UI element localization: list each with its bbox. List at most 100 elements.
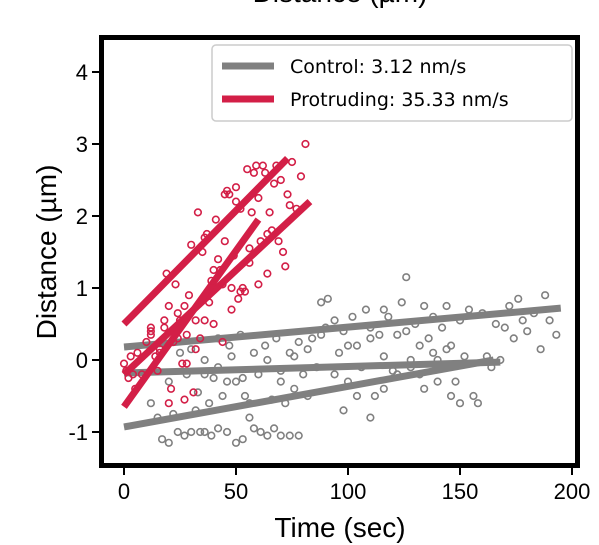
control-data-point xyxy=(529,309,539,318)
protruding-data-point xyxy=(220,237,229,246)
y-tick-label: 2 xyxy=(76,204,88,229)
control-data-point xyxy=(343,377,353,386)
protruding-data-point xyxy=(207,276,216,285)
control-data-point xyxy=(267,395,276,404)
control-data-point xyxy=(433,355,442,365)
control-data-point xyxy=(200,427,209,437)
control-data-point xyxy=(491,319,500,329)
control-data-point xyxy=(464,305,474,314)
control-data-point xyxy=(473,399,483,408)
legend-protruding-label: Protruding: 35.33 nm/s xyxy=(290,89,509,111)
control-data-point xyxy=(238,373,247,383)
protruding-data-point xyxy=(276,175,285,185)
protruding-data-point xyxy=(175,316,185,325)
control-data-point xyxy=(240,391,250,401)
control-data-point xyxy=(200,355,209,365)
protruding-data-point xyxy=(164,399,173,408)
control-data-point xyxy=(334,348,344,357)
control-data-point xyxy=(187,427,196,437)
control-data-point xyxy=(339,327,348,336)
protruding-data-point xyxy=(243,165,252,174)
protruding-data-point xyxy=(180,395,189,404)
control-data-point xyxy=(446,391,456,401)
protruding-data-point xyxy=(196,334,205,343)
control-data-point xyxy=(361,305,371,314)
protruding-data-point xyxy=(236,204,245,213)
control-data-point xyxy=(153,413,162,422)
x-tick-label: 100 xyxy=(330,479,367,504)
protruding-data-point xyxy=(173,309,182,318)
control-data-point xyxy=(146,399,155,408)
control-data-point xyxy=(317,298,326,307)
control-data-point xyxy=(370,391,379,401)
protruding-data-point xyxy=(218,337,227,347)
control-data-point xyxy=(317,330,326,339)
protruding-data-point xyxy=(193,208,203,217)
protruding-data-point xyxy=(274,237,283,246)
control-data-point xyxy=(308,334,317,343)
protruding-data-point xyxy=(164,301,173,311)
control-data-point xyxy=(375,330,384,339)
protruding-data-point xyxy=(155,348,164,357)
control-data-point xyxy=(424,334,433,343)
chart-title: Distance (µm) xyxy=(253,0,428,8)
control-data-point xyxy=(164,377,173,386)
protruding-data-point xyxy=(281,262,290,271)
control-data-point xyxy=(209,373,218,383)
control-data-point xyxy=(254,370,263,379)
control-data-point xyxy=(357,363,366,372)
control-data-point xyxy=(276,431,285,440)
protruding-data-point xyxy=(263,269,272,278)
control-data-point xyxy=(303,391,312,401)
protruding-data-point xyxy=(227,305,236,314)
protruding-data-point xyxy=(283,190,292,199)
protruding-data-point xyxy=(131,384,140,393)
control-data-point xyxy=(379,352,388,361)
control-data-point xyxy=(460,352,469,361)
data-points xyxy=(119,139,561,447)
control-data-point xyxy=(505,301,514,311)
protruding-data-point xyxy=(191,345,200,354)
protruding-data-point xyxy=(287,157,297,167)
protruding-data-point xyxy=(153,366,162,375)
control-data-point xyxy=(496,355,505,365)
protruding-data-point xyxy=(180,301,189,311)
control-data-point xyxy=(321,323,330,332)
control-data-point xyxy=(509,334,518,343)
control-data-point xyxy=(213,363,223,372)
control-data-point xyxy=(227,352,236,361)
control-data-point xyxy=(330,370,339,379)
protruding-data-point xyxy=(236,287,245,296)
protruding-data-point xyxy=(278,247,288,257)
protruding-data-point xyxy=(272,161,281,170)
control-data-point xyxy=(245,413,254,422)
control-data-point xyxy=(429,312,438,321)
control-data-point xyxy=(455,316,465,325)
control-data-point xyxy=(552,330,561,339)
control-data-point xyxy=(411,319,420,329)
control-data-point xyxy=(193,388,203,397)
control-data-point xyxy=(420,301,429,311)
control-data-point xyxy=(276,377,285,386)
protruding-data-point xyxy=(137,370,147,379)
control-data-point xyxy=(402,273,411,282)
protruding-data-point xyxy=(292,204,301,213)
y-tick-label: -1 xyxy=(68,420,88,445)
legend-frame xyxy=(211,44,573,122)
control-data-point xyxy=(249,348,259,357)
protruding-data-point xyxy=(200,316,209,325)
control-data-point xyxy=(231,438,241,447)
protruding-data-point xyxy=(171,280,180,289)
control-data-point xyxy=(200,370,209,379)
protruding-data-point xyxy=(256,237,265,246)
control-data-point xyxy=(290,352,299,361)
control-data-point xyxy=(415,370,424,379)
control-data-point xyxy=(225,341,234,350)
control-data-point xyxy=(182,370,191,379)
control-data-point xyxy=(303,345,312,354)
control-data-point xyxy=(366,413,375,422)
control-data-point xyxy=(402,327,411,336)
y-tick-label: 1 xyxy=(76,276,88,301)
protruding-data-point xyxy=(258,161,267,170)
